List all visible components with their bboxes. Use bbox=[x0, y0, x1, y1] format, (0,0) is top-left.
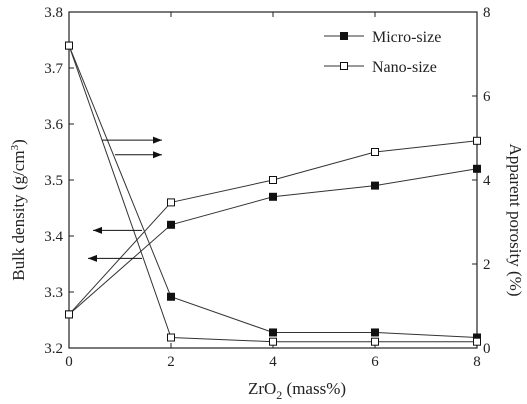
data-point bbox=[167, 198, 175, 207]
data-point bbox=[269, 192, 277, 201]
y-left-tick-label: 3.7 bbox=[44, 61, 63, 77]
arrow-right-to-right-axis bbox=[115, 151, 162, 159]
data-point bbox=[269, 328, 277, 337]
data-point bbox=[167, 220, 175, 229]
y-left-tick-label: 3.2 bbox=[44, 341, 63, 357]
data-point bbox=[371, 328, 379, 337]
series-line bbox=[68, 140, 478, 315]
series-nano-size-right-axis bbox=[65, 41, 481, 346]
arrow-left-to-left-axis bbox=[93, 226, 142, 234]
y-left-tick-label: 3.3 bbox=[44, 285, 63, 301]
axis-ticks: 0 2 4 6 8 3.2 3.3 3.4 3.5 3.6 3.7 3.8 0 2 4 6 8 bbox=[44, 5, 491, 370]
arrow-head bbox=[88, 254, 97, 262]
x-tick-label: 2 bbox=[167, 354, 175, 370]
series-micro-size-left-axis bbox=[65, 164, 481, 319]
series-micro-size-right-axis bbox=[65, 41, 481, 342]
y-right-tick-label: 4 bbox=[483, 173, 491, 189]
data-point bbox=[473, 164, 481, 173]
x-tick-label: 4 bbox=[269, 354, 277, 370]
data-point bbox=[65, 41, 73, 50]
series-layer bbox=[65, 41, 481, 346]
legend-entry-nano-size: Nano-size bbox=[324, 59, 437, 76]
data-point bbox=[371, 181, 379, 190]
x-axis-title: ZrO2 (mass%) bbox=[248, 379, 346, 402]
data-point bbox=[167, 292, 175, 301]
data-point bbox=[65, 310, 73, 319]
y-left-tick-label: 3.5 bbox=[44, 173, 63, 189]
arrow-head bbox=[153, 136, 162, 144]
data-point bbox=[473, 337, 481, 346]
y-left-tick-label: 3.6 bbox=[44, 117, 63, 133]
data-point bbox=[371, 337, 379, 346]
y-left-tick-label: 3.8 bbox=[44, 5, 63, 21]
data-point bbox=[269, 176, 277, 184]
legend-entry-micro-size: Micro-size bbox=[324, 29, 441, 46]
data-point bbox=[371, 148, 379, 156]
arrow-head bbox=[153, 151, 162, 159]
legend: Micro-size Nano-size bbox=[324, 29, 441, 76]
y-right-tick-label: 0 bbox=[483, 341, 491, 357]
y-right-tick-label: 6 bbox=[483, 89, 491, 105]
y-left-tick-label: 3.4 bbox=[44, 229, 63, 245]
x-tick-label: 8 bbox=[473, 354, 481, 370]
legend-label: Micro-size bbox=[372, 29, 441, 46]
y-left-axis-title: Bulk density (g/cm3) bbox=[9, 139, 28, 281]
arrow-head bbox=[93, 226, 102, 234]
arrow-left-to-left-axis bbox=[88, 254, 142, 262]
series-line bbox=[68, 45, 478, 338]
x-tick-label: 0 bbox=[65, 354, 73, 370]
x-tick-label: 6 bbox=[371, 354, 379, 370]
data-point bbox=[167, 333, 175, 342]
series-line bbox=[68, 168, 478, 315]
y-right-axis-title: Apparent porosity (%) bbox=[506, 144, 525, 297]
legend-label: Nano-size bbox=[372, 59, 437, 76]
arrow-layer bbox=[88, 136, 162, 262]
legend-marker bbox=[340, 62, 348, 70]
legend-marker bbox=[340, 32, 348, 40]
series-nano-size-left-axis bbox=[65, 136, 481, 319]
data-point bbox=[473, 136, 481, 145]
arrow-right-to-right-axis bbox=[102, 136, 162, 144]
data-point bbox=[269, 337, 277, 346]
y-right-tick-label: 8 bbox=[483, 5, 491, 21]
y-right-tick-label: 2 bbox=[483, 257, 491, 273]
